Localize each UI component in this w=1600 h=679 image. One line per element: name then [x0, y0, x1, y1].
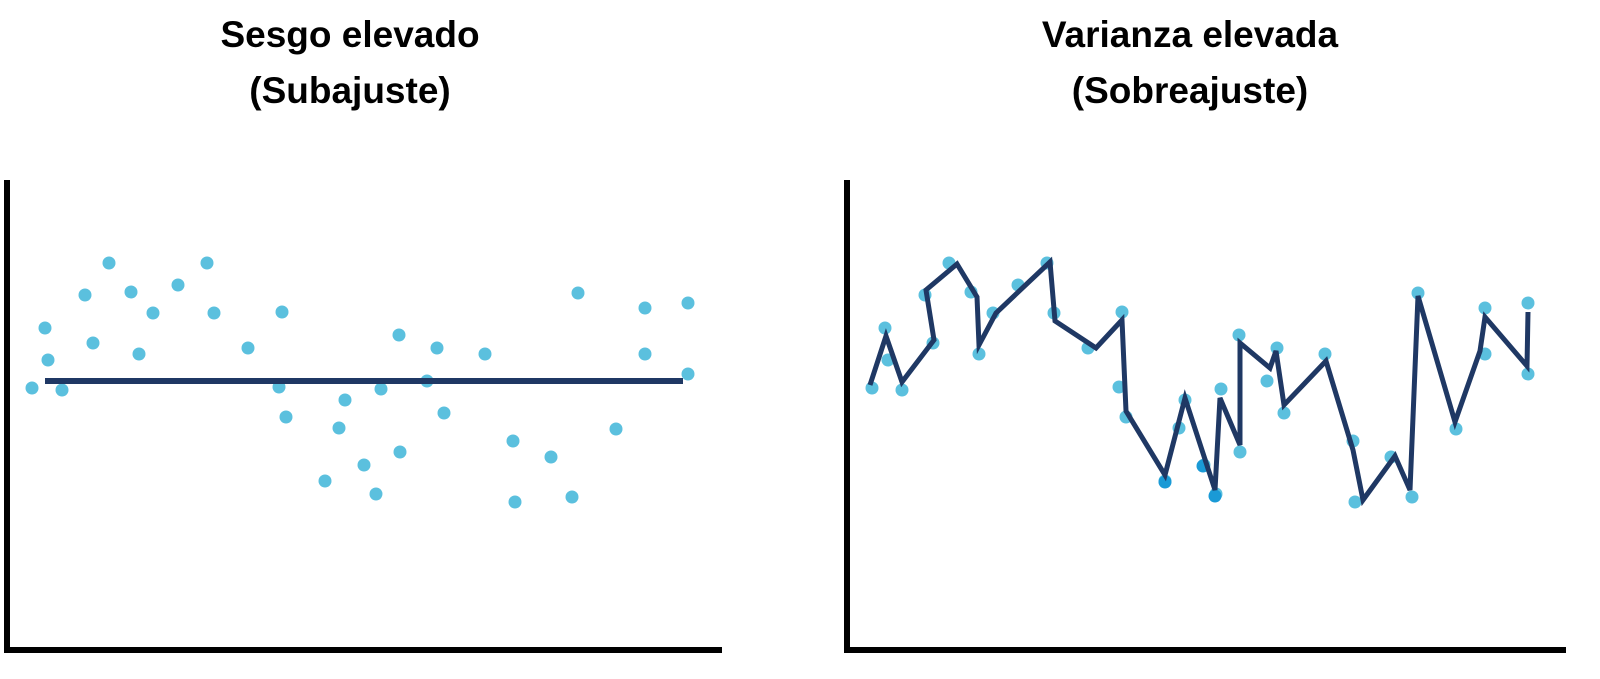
- dot: [25, 381, 39, 395]
- dot: [171, 278, 185, 292]
- dot: [1115, 305, 1129, 319]
- dot: [1411, 286, 1425, 300]
- panel-title: Varianza elevada: [1042, 14, 1339, 55]
- dot: [544, 450, 558, 464]
- dot: [508, 495, 522, 509]
- dot: [638, 347, 652, 361]
- dot: [1158, 475, 1172, 489]
- left-panel: [4, 180, 722, 653]
- panel-subtitle: (Sobreajuste): [1072, 70, 1308, 111]
- dot: [609, 422, 623, 436]
- dot: [279, 410, 293, 424]
- panel-title: Sesgo elevado: [220, 14, 479, 55]
- dot: [241, 341, 255, 355]
- dot: [1232, 328, 1246, 342]
- dot: [338, 393, 352, 407]
- dot: [1260, 374, 1274, 388]
- dot: [318, 474, 332, 488]
- dot: [1449, 422, 1463, 436]
- dot: [332, 421, 346, 435]
- dot: [102, 256, 116, 270]
- dot: [638, 301, 652, 315]
- axes: [844, 180, 1566, 653]
- dot: [430, 341, 444, 355]
- dot: [146, 306, 160, 320]
- dot: [78, 288, 92, 302]
- dot: [1233, 445, 1247, 459]
- dot: [392, 328, 406, 342]
- right-panel: [844, 180, 1566, 653]
- dot: [41, 353, 55, 367]
- dot: [1277, 406, 1291, 420]
- axes: [4, 180, 722, 653]
- dot: [1348, 495, 1362, 509]
- dot: [86, 336, 100, 350]
- dot: [357, 458, 371, 472]
- dot: [506, 434, 520, 448]
- dot: [571, 286, 585, 300]
- dot: [275, 305, 289, 319]
- dot: [1521, 367, 1535, 381]
- dot: [681, 367, 695, 381]
- fit-line: [867, 256, 1531, 507]
- dot: [207, 306, 221, 320]
- dot: [55, 383, 69, 397]
- dot: [1208, 489, 1222, 503]
- dot: [478, 347, 492, 361]
- dot: [369, 487, 383, 501]
- dot: [374, 382, 388, 396]
- dot: [1112, 380, 1126, 394]
- dot: [132, 347, 146, 361]
- dot: [1478, 301, 1492, 315]
- dot: [393, 445, 407, 459]
- dot: [200, 256, 214, 270]
- dot: [681, 296, 695, 310]
- dot: [1318, 347, 1332, 361]
- dot: [865, 381, 879, 395]
- dot: [437, 406, 451, 420]
- dot: [124, 285, 138, 299]
- dot: [565, 490, 579, 504]
- dot: [972, 347, 986, 361]
- dot: [895, 383, 909, 397]
- dot: [1521, 296, 1535, 310]
- dot: [878, 321, 892, 335]
- panel-subtitle: (Subajuste): [249, 70, 450, 111]
- dot: [1214, 382, 1228, 396]
- dot: [1405, 490, 1419, 504]
- dot: [38, 321, 52, 335]
